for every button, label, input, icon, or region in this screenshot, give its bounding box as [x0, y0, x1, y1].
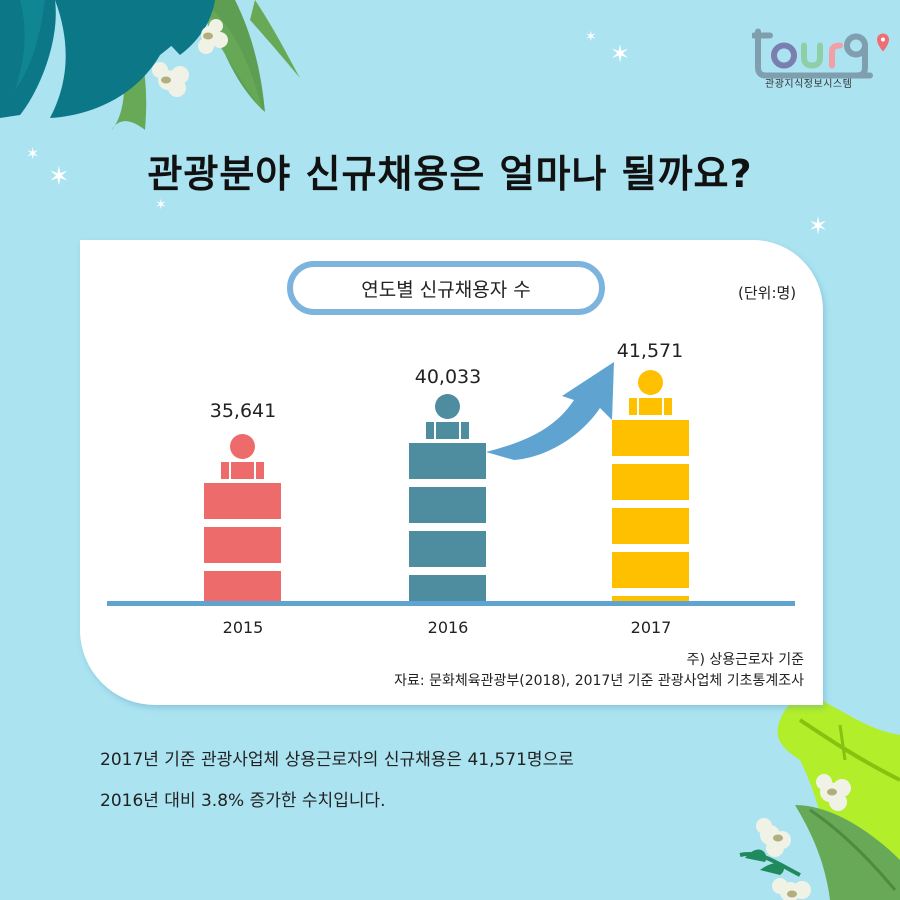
- footnote: 주) 상용근로자 기준: [686, 652, 804, 668]
- bar-block: [612, 596, 689, 605]
- flower-icon: [816, 774, 851, 811]
- bar-block: [204, 527, 281, 563]
- bar-block: [612, 420, 689, 456]
- bar-block: [409, 443, 486, 479]
- summary-line-1: 2017년 기준 관광사업체 상용근로자의 신규채용은 41,571명으로: [100, 750, 574, 770]
- bar-block: [204, 483, 281, 519]
- bar-2017: [612, 368, 689, 605]
- bar-block: [612, 464, 689, 500]
- sparkle-icon: ✶: [26, 144, 40, 163]
- bar-2016: [409, 392, 486, 605]
- sparkle-icon: ✶: [155, 197, 167, 213]
- bar-block: [612, 552, 689, 588]
- flower-icon: [756, 818, 791, 857]
- bar-block: [204, 571, 281, 605]
- bar-block: [409, 531, 486, 567]
- bar-block: [409, 575, 486, 605]
- decorative-leaves-bottom-right-icon: [739, 696, 900, 900]
- person-head-icon: [230, 434, 255, 459]
- person-head-icon: [638, 370, 663, 395]
- sparkle-icon: ✶: [585, 29, 597, 45]
- flower-icon: [198, 19, 228, 54]
- logo-subtitle: 관광지식정보시스템: [765, 79, 853, 90]
- x-axis-line: [107, 601, 795, 606]
- x-tick-2017: 2017: [630, 618, 672, 637]
- unit-label: (단위:명): [738, 284, 797, 302]
- person-body-icon: [221, 462, 265, 479]
- flower-icon: [772, 878, 811, 900]
- summary-line-2: 2016년 대비 3.8% 증가한 수치입니다.: [100, 791, 386, 811]
- sparkle-icon: ✶: [808, 212, 829, 240]
- x-tick-2016: 2016: [427, 618, 469, 637]
- x-tick-2015: 2015: [222, 618, 264, 637]
- sparkle-icon: ✶: [610, 40, 631, 68]
- chart-title-pill: 연도별 신규채용자 수: [287, 261, 605, 315]
- source-note: 자료: 문화체육관광부(2018), 2017년 기준 관광사업체 기초통계조사: [394, 673, 804, 689]
- person-body-icon: [629, 398, 673, 415]
- person-head-icon: [435, 394, 460, 419]
- location-pin-icon: [877, 33, 889, 52]
- sparkle-icon: ✶: [48, 162, 70, 192]
- tourg-logo: [752, 28, 889, 79]
- value-label-2017: 41,571: [616, 340, 684, 362]
- page-title: 관광분야 신규채용은 얼마나 될까요?: [147, 152, 753, 196]
- bar-2015: [204, 430, 281, 605]
- chart-title: 연도별 신규채용자 수: [361, 278, 531, 301]
- growth-arrow-icon: [486, 362, 614, 460]
- bar-block: [409, 487, 486, 523]
- bar-block: [612, 508, 689, 544]
- value-label-2015: 35,641: [209, 400, 277, 422]
- value-label-2016: 40,033: [414, 366, 482, 388]
- decorative-leaves-top-left-icon: [0, 0, 300, 130]
- person-body-icon: [426, 422, 470, 439]
- flower-icon: [152, 62, 189, 97]
